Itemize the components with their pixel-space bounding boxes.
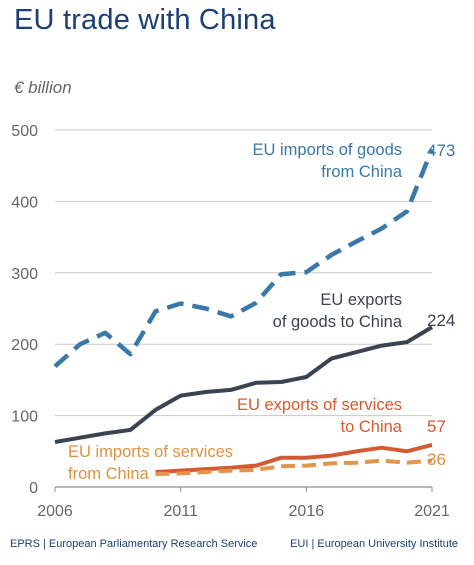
series-label-exports-goods: EU exports xyxy=(320,291,402,309)
series-line-imports-goods xyxy=(53,148,435,368)
footer-source-right: EUI | European University Institute xyxy=(290,538,458,550)
series-line-imports-services xyxy=(155,458,433,477)
end-value-label-imports-goods: 473 xyxy=(427,141,455,160)
x-axis-ticks: 2006 2011 2016 2021 xyxy=(37,487,450,520)
series-label-imports-services: EU imports of services xyxy=(68,443,233,461)
x-tick-label: 2016 xyxy=(289,503,325,520)
series-label-imports-goods: EU imports of goods xyxy=(253,141,402,159)
end-value-label-exports-services: 57 xyxy=(427,417,446,436)
y-tick-label: 100 xyxy=(11,409,38,426)
y-tick-label: 300 xyxy=(11,266,38,283)
series-label-imports-goods: from China xyxy=(321,163,403,181)
series-label-exports-services: to China xyxy=(341,418,403,436)
y-tick-label: 500 xyxy=(11,123,38,140)
chart-title: EU trade with China xyxy=(14,4,276,36)
end-value-label-imports-services: 36 xyxy=(427,450,446,469)
series-lines xyxy=(53,148,435,477)
x-tick-label: 2006 xyxy=(37,503,73,520)
series-line-exports-goods xyxy=(54,325,434,444)
x-tick-label: 2021 xyxy=(414,503,450,520)
end-value-label-exports-goods: 224 xyxy=(427,311,455,330)
y-axis-ticks: 0 100 200 300 400 500 xyxy=(11,123,38,497)
series-label-imports-services: from China xyxy=(68,465,150,483)
y-tick-label: 0 xyxy=(29,480,38,497)
footer-source-left: EPRS | European Parliamentary Research S… xyxy=(10,538,258,550)
series-label-exports-services: EU exports of services xyxy=(237,396,402,414)
y-axis-unit-label: € billion xyxy=(14,78,72,97)
gridlines xyxy=(55,129,432,488)
x-tick-label: 2011 xyxy=(163,503,198,520)
y-tick-label: 400 xyxy=(11,194,38,211)
series-labels: EU imports of goods from China 473 EU expor… xyxy=(68,141,455,483)
y-tick-label: 200 xyxy=(11,337,38,354)
series-label-exports-goods: of goods to China xyxy=(273,313,403,331)
series-line-exports-services xyxy=(155,442,433,474)
